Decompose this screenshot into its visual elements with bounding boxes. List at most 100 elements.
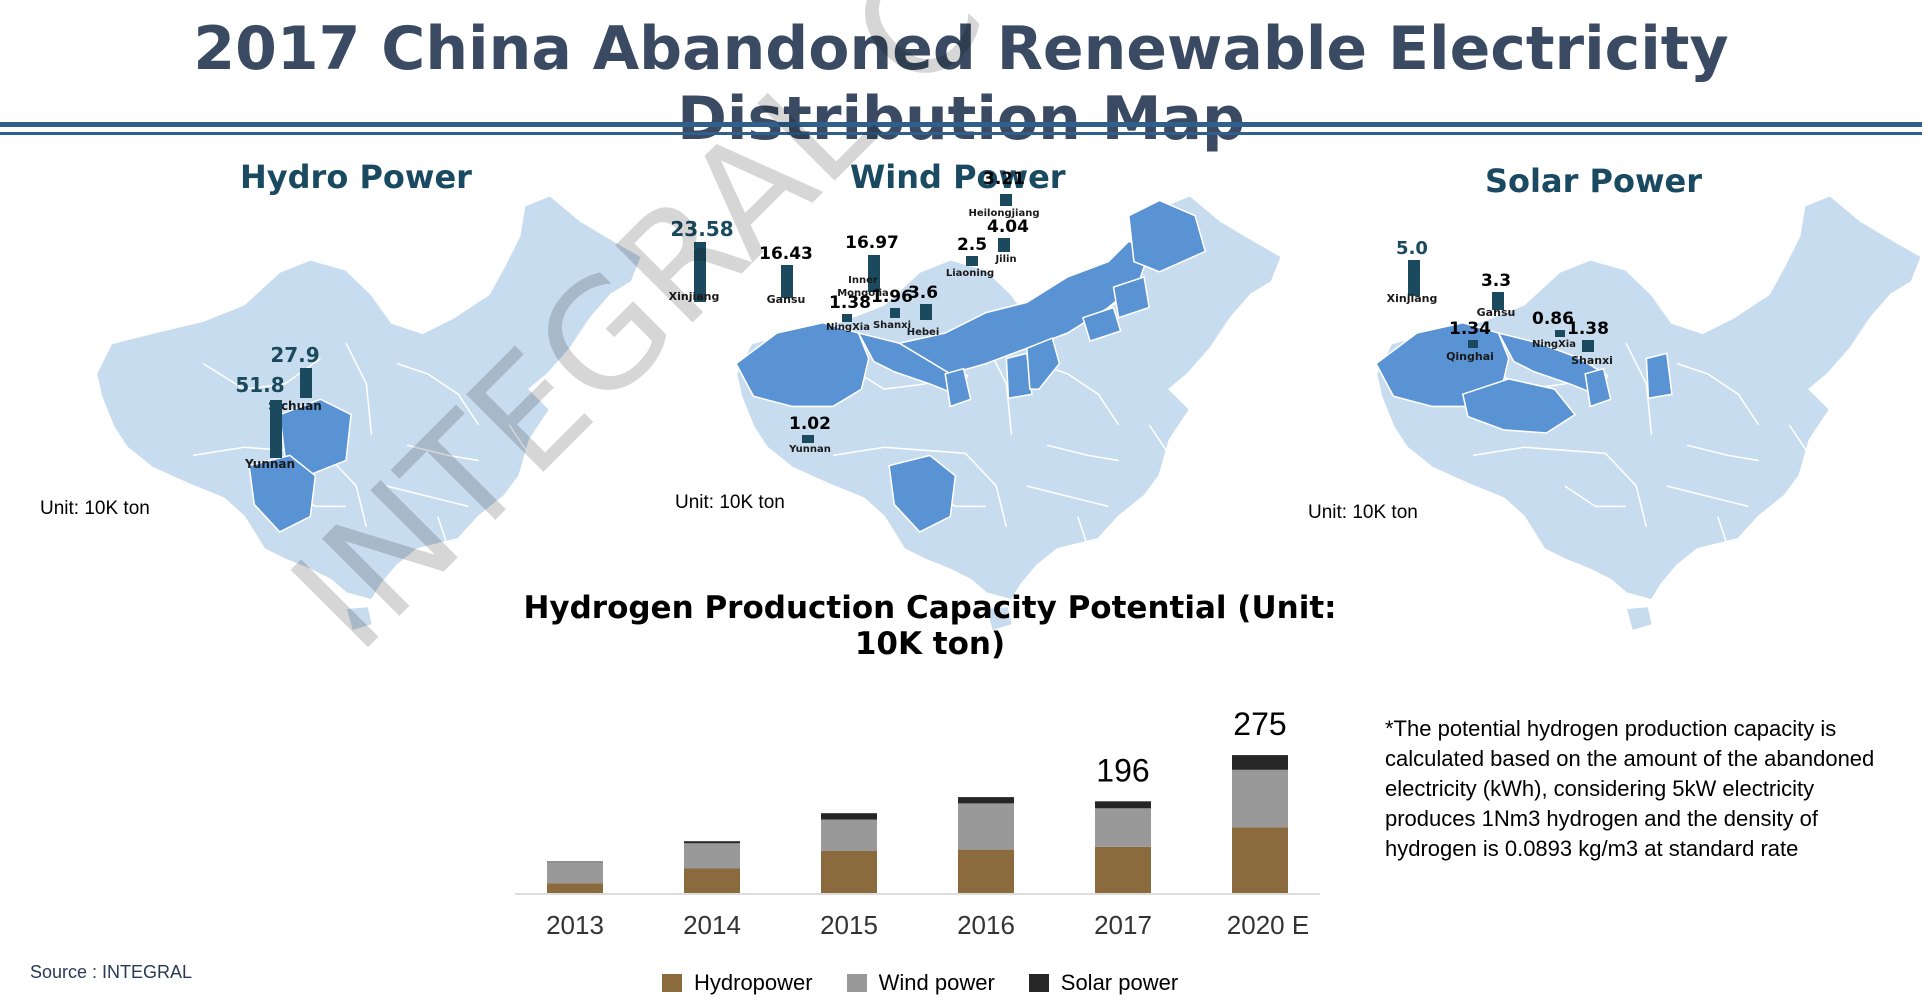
bar-wind-power-2014 bbox=[684, 843, 740, 869]
wind-power-region-yunnan bbox=[888, 454, 957, 533]
bar-wind-power-2017 bbox=[1095, 808, 1151, 847]
bar-solar-power-2015 bbox=[821, 813, 877, 820]
legend-label-solar-power: Solar power bbox=[1060, 970, 1179, 995]
hydro-power-province-border-7 bbox=[437, 516, 449, 548]
wind-power-province-border-8 bbox=[1148, 424, 1171, 456]
solar-power-province-border-2 bbox=[1605, 452, 1648, 527]
solar-power-province-border-8 bbox=[1788, 424, 1811, 456]
wind-power-value-heilongjiang: 3.21 bbox=[983, 169, 1025, 189]
x-tick-2014: 2014 bbox=[683, 910, 741, 940]
wind-power-label-gansu: Gansu bbox=[767, 293, 806, 306]
bar-solar-power-2014 bbox=[684, 841, 740, 844]
hydro-power-title: Hydro Power bbox=[240, 158, 472, 196]
wind-power-label-yunnan: Yunnan bbox=[788, 444, 831, 455]
wind-power-province-border-2 bbox=[965, 452, 1008, 527]
solar-power-province-border-5 bbox=[1687, 444, 1759, 462]
chart-title: Hydrogen Production Capacity Potential (… bbox=[523, 590, 1337, 662]
solar-power-marker-xinjiang bbox=[1408, 260, 1420, 296]
wind-power-label-heilongjiang: Heilongjiang bbox=[968, 208, 1039, 219]
solar-power-label-ningxia: NingXia bbox=[1532, 339, 1576, 350]
solar-power-label-qinghai: Qinghai bbox=[1446, 350, 1494, 363]
solar-power-province-border-4 bbox=[1676, 362, 1760, 426]
solar-power-label-gansu: Gansu bbox=[1477, 306, 1516, 319]
wind-power-marker-xinjiang bbox=[694, 242, 706, 302]
bar-wind-power-2020-e bbox=[1232, 769, 1288, 828]
hydro-power-value-yunnan: 51.8 bbox=[235, 373, 284, 397]
solar-power-marker-qinghai bbox=[1468, 340, 1478, 348]
bar-solar-power-2017 bbox=[1095, 801, 1151, 809]
hydro-power-hainan-island bbox=[345, 605, 374, 632]
x-tick-2020-e: 2020 E bbox=[1227, 910, 1309, 940]
wind-power-title: Wind Power bbox=[850, 158, 1066, 196]
wind-power-label-shanxi: Shanxi bbox=[873, 320, 911, 331]
wind-power-map: Wind Power 23.58 Xinjiang 16.43 Gansu 16.97 I… bbox=[640, 150, 1284, 632]
wind-power-province-border-7 bbox=[1077, 516, 1089, 548]
legend-swatch-wind-power bbox=[846, 974, 867, 992]
wind-power-province-border-1 bbox=[832, 446, 966, 457]
legend-swatch-solar-power bbox=[1028, 974, 1049, 992]
hydro-power-marker-sichuan bbox=[300, 368, 312, 398]
bar-hydropower-2015 bbox=[821, 851, 877, 893]
hydro-power-china-outline bbox=[95, 194, 644, 602]
x-tick-2015: 2015 bbox=[820, 910, 878, 940]
bar-wind-power-2015 bbox=[821, 819, 877, 851]
wind-power-region-jilin bbox=[1112, 275, 1151, 319]
bar-hydropower-2020-e bbox=[1232, 827, 1288, 893]
solar-power-province-border-9 bbox=[1564, 485, 1626, 508]
wind-power-marker-gansu bbox=[781, 265, 793, 298]
wind-power-marker-yunnan bbox=[802, 435, 814, 443]
solar-power-map: Solar Power 5.0 Xinjiang 3.3 Gansu 1.34 Qingh… bbox=[1280, 150, 1922, 632]
solar-power-label-xinjiang: Xinjiang bbox=[1387, 292, 1438, 305]
wind-power-label-ningxia: NingXia bbox=[826, 322, 870, 333]
wind-power-value-jilin: 4.04 bbox=[987, 217, 1029, 237]
wind-power-marker-inner-mongolia bbox=[868, 255, 880, 292]
solar-power-marker-ningxia bbox=[1555, 330, 1565, 337]
solar-power-value-gansu: 3.3 bbox=[1481, 271, 1511, 291]
bar-hydropower-2017 bbox=[1095, 846, 1151, 893]
wind-power-region-shanxi bbox=[1005, 352, 1033, 400]
wind-power-value-shanxi: 1.96 bbox=[871, 287, 913, 307]
legend-item-wind-power: Wind power bbox=[846, 970, 995, 996]
hydro-power-province-border-8 bbox=[508, 424, 531, 456]
wind-power-value-yunnan: 1.02 bbox=[789, 414, 831, 434]
data-label-2020-e: 275 bbox=[1233, 706, 1286, 742]
wind-power-marker-liaoning bbox=[966, 256, 978, 266]
solar-power-province-border-7 bbox=[1717, 516, 1729, 548]
wind-power-value-inner-mongolia: 16.97 bbox=[845, 233, 899, 253]
wind-power-label-liaoning: Liaoning bbox=[946, 268, 994, 279]
solar-power-region-qinghai bbox=[1461, 378, 1577, 434]
wind-power-value-hebei: 3.6 bbox=[908, 283, 938, 303]
wind-power-label-jilin: Jilin bbox=[994, 254, 1016, 265]
wind-power-marker-ningxia bbox=[842, 314, 852, 322]
wind-power-hainan-island bbox=[985, 605, 1014, 632]
bar-hydropower-2016 bbox=[958, 849, 1014, 893]
wind-power-region-heilongjiang bbox=[1127, 199, 1207, 273]
solar-power-label-shanxi: Shanxi bbox=[1571, 354, 1613, 367]
legend-swatch-hydropower bbox=[662, 974, 682, 992]
bar-solar-power-2020-e bbox=[1232, 755, 1288, 770]
wind-power-marker-hebei bbox=[920, 304, 932, 320]
hydro-power-marker-yunnan bbox=[270, 400, 282, 458]
hydro-unit-label: Unit: 10K ton bbox=[40, 498, 150, 519]
page-title: 2017 China Abandoned Renewable Electrici… bbox=[193, 14, 1729, 154]
bar-solar-power-2016 bbox=[958, 797, 1014, 804]
wind-power-region-hebei bbox=[1025, 337, 1061, 390]
bar-wind-power-2016 bbox=[958, 803, 1014, 850]
wind-power-marker-shanxi bbox=[890, 308, 900, 318]
legend-item-hydropower: Hydropower bbox=[662, 970, 813, 996]
legend-label-wind-power: Wind power bbox=[878, 970, 995, 995]
solar-power-province-border-1 bbox=[1472, 446, 1606, 457]
solar-power-hainan-island bbox=[1625, 605, 1654, 632]
solar-power-value-qinghai: 1.34 bbox=[1449, 319, 1491, 339]
wind-power-value-ningxia: 1.38 bbox=[829, 293, 871, 313]
wind-power-region-xinjiang bbox=[735, 322, 870, 408]
hydro-power-region-sichuan bbox=[278, 398, 352, 477]
bar-wind-power-2013 bbox=[547, 862, 603, 884]
solar-power-value-shanxi: 1.38 bbox=[1567, 319, 1609, 339]
wind-power-region-liaoning bbox=[1081, 306, 1122, 343]
hydro-power-value-sichuan: 27.9 bbox=[270, 343, 319, 367]
hydro-power-province-border-5 bbox=[407, 444, 479, 462]
